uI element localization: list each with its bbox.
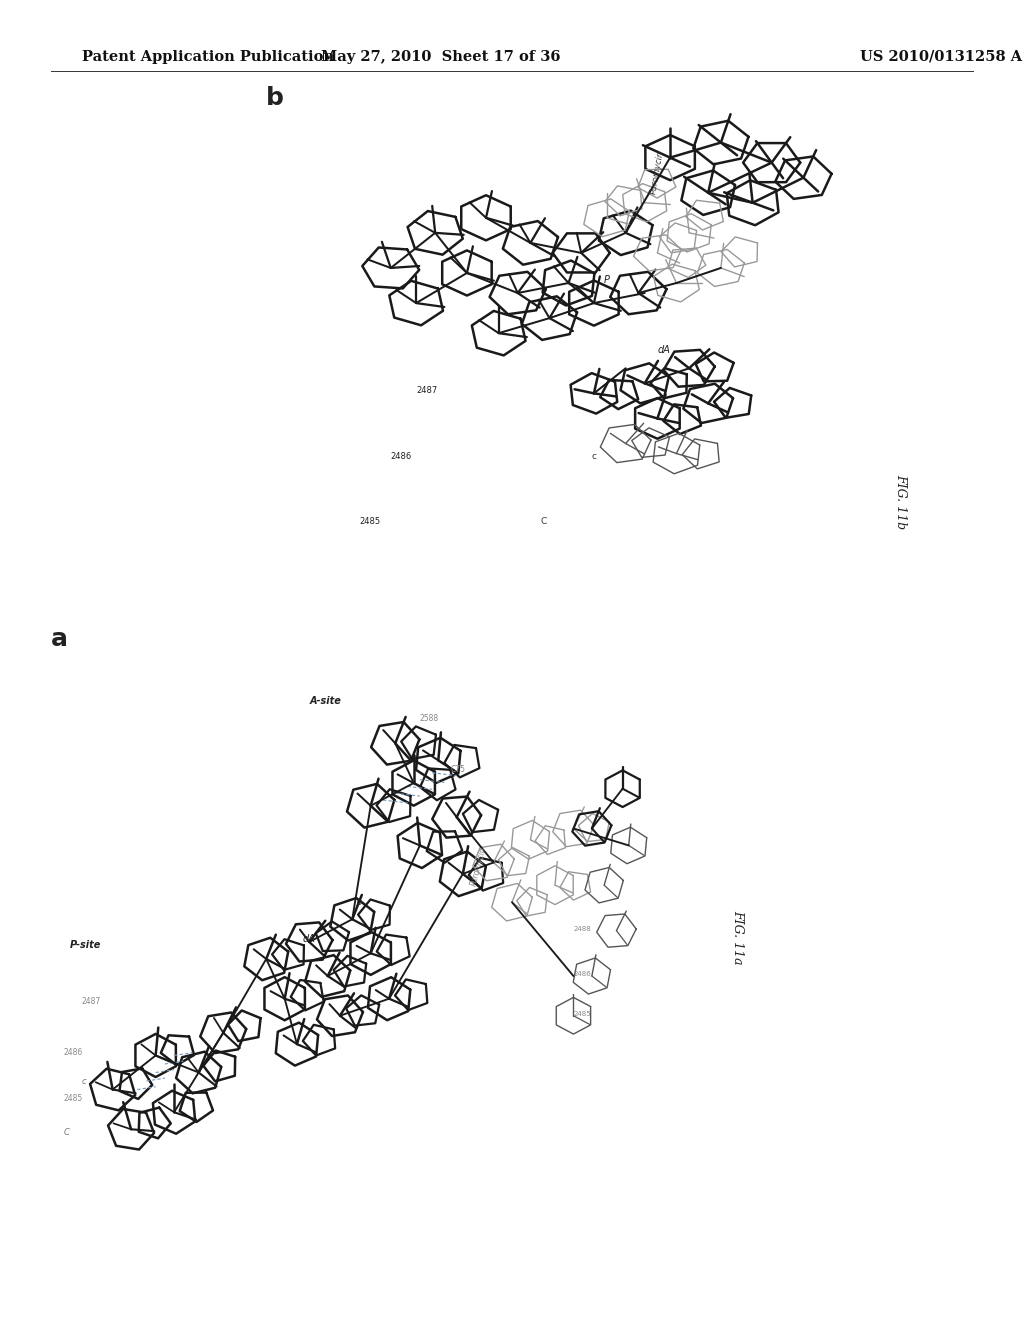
Text: C: C bbox=[63, 1127, 70, 1137]
Text: 2485: 2485 bbox=[63, 1094, 83, 1104]
Text: C: C bbox=[540, 516, 546, 525]
Text: 2488: 2488 bbox=[573, 925, 591, 932]
Text: P-site: P-site bbox=[70, 940, 101, 949]
Text: dA: dA bbox=[303, 935, 315, 944]
Text: 2485: 2485 bbox=[573, 1011, 591, 1016]
Text: 2487: 2487 bbox=[416, 387, 437, 396]
Text: 2485: 2485 bbox=[359, 516, 380, 525]
Text: Patent Application Publication: Patent Application Publication bbox=[82, 50, 334, 63]
Text: 2588: 2588 bbox=[420, 714, 439, 722]
Text: b: b bbox=[266, 86, 284, 110]
Text: 2486: 2486 bbox=[573, 972, 591, 977]
Text: Puromycin: Puromycin bbox=[469, 846, 488, 887]
Text: a: a bbox=[51, 627, 69, 651]
Text: 2487: 2487 bbox=[82, 998, 101, 1006]
Text: Puromycin: Puromycin bbox=[649, 149, 666, 195]
Text: C75: C75 bbox=[451, 764, 466, 774]
Text: May 27, 2010  Sheet 17 of 36: May 27, 2010 Sheet 17 of 36 bbox=[321, 50, 560, 63]
Text: FIG. 11a: FIG. 11a bbox=[731, 909, 743, 965]
Text: dA: dA bbox=[657, 346, 671, 355]
Text: P: P bbox=[604, 275, 609, 285]
Text: FIG. 11b: FIG. 11b bbox=[895, 474, 907, 529]
Text: P: P bbox=[355, 900, 361, 909]
Text: 2486: 2486 bbox=[63, 1048, 83, 1057]
Text: 2486: 2486 bbox=[391, 451, 412, 461]
Text: c: c bbox=[82, 1077, 87, 1086]
Text: c: c bbox=[592, 451, 596, 461]
Text: US 2010/0131258 A1: US 2010/0131258 A1 bbox=[860, 50, 1024, 63]
Text: A-site: A-site bbox=[309, 696, 341, 706]
